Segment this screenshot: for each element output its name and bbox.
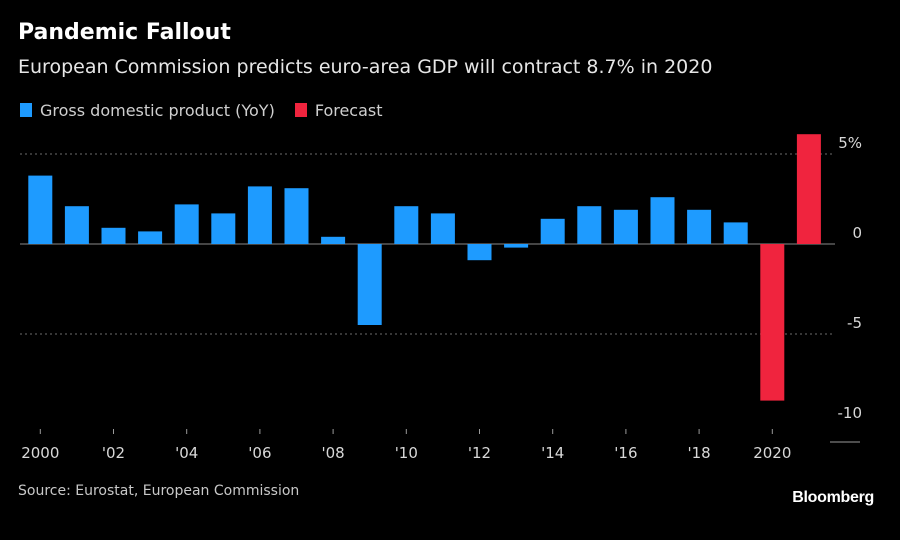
gdp-bar-2005 bbox=[211, 213, 236, 244]
gdp-bar-2002 bbox=[101, 227, 126, 244]
x-tick-label: '02 bbox=[102, 444, 125, 462]
gdp-bar-2012 bbox=[467, 244, 492, 261]
y-tick-label: 5% bbox=[838, 134, 862, 152]
legend-item-forecast: Forecast bbox=[294, 100, 383, 120]
x-tick-label: '16 bbox=[614, 444, 637, 462]
gdp-bar-2010 bbox=[394, 206, 419, 244]
gdp-bar-2009 bbox=[357, 244, 382, 325]
y-tick-label: -5 bbox=[847, 314, 862, 332]
x-tick-label: '12 bbox=[468, 444, 491, 462]
chart-title: Pandemic Fallout bbox=[18, 20, 231, 45]
gdp-bar-2003 bbox=[138, 231, 163, 244]
gdp-bar-2016 bbox=[613, 209, 638, 244]
legend-swatch-gdp bbox=[20, 103, 32, 117]
source-note: Source: Eurostat, European Commission bbox=[18, 483, 300, 499]
y-tick-label: -10 bbox=[838, 404, 863, 422]
forecast-bar-2021 bbox=[796, 134, 821, 244]
legend: Gross domestic product (YoY) Forecast bbox=[20, 99, 403, 121]
gdp-bar-2011 bbox=[430, 213, 455, 244]
gdp-bar-2004 bbox=[174, 204, 199, 244]
x-tick-label: '18 bbox=[687, 444, 710, 462]
legend-label-forecast: Forecast bbox=[314, 100, 383, 120]
forecast-bar-2020 bbox=[760, 244, 785, 401]
legend-item-gdp: Gross domestic product (YoY) bbox=[20, 101, 275, 120]
legend-label-gdp: Gross domestic product (YoY) bbox=[40, 100, 275, 120]
gdp-bar-2017 bbox=[650, 197, 675, 244]
gdp-bar-2000 bbox=[28, 175, 53, 244]
x-tick-label: '08 bbox=[321, 444, 344, 462]
x-tick-label: '10 bbox=[395, 444, 418, 462]
x-tick-label: '06 bbox=[248, 444, 271, 462]
x-tick-label: '14 bbox=[541, 444, 564, 462]
bloomberg-logo: Bloomberg bbox=[792, 489, 874, 506]
gdp-bar-2008 bbox=[321, 236, 346, 244]
x-tick-label: '04 bbox=[175, 444, 198, 462]
x-tick-label: 2000 bbox=[21, 444, 59, 462]
gdp-bar-2013 bbox=[504, 244, 529, 248]
y-tick-label: 0 bbox=[852, 224, 862, 242]
chart-subtitle: European Commission predicts euro-area G… bbox=[18, 56, 713, 78]
x-tick-label: 2020 bbox=[753, 444, 791, 462]
gdp-bar-2018 bbox=[687, 209, 712, 244]
legend-swatch-forecast bbox=[294, 103, 307, 117]
gdp-bar-2014 bbox=[540, 218, 565, 244]
gdp-bar-2007 bbox=[284, 188, 309, 244]
gdp-bar-2019 bbox=[723, 222, 748, 244]
gdp-bar-2015 bbox=[577, 206, 602, 244]
gdp-bar-2001 bbox=[64, 206, 89, 244]
gdp-bar-2006 bbox=[247, 186, 272, 244]
